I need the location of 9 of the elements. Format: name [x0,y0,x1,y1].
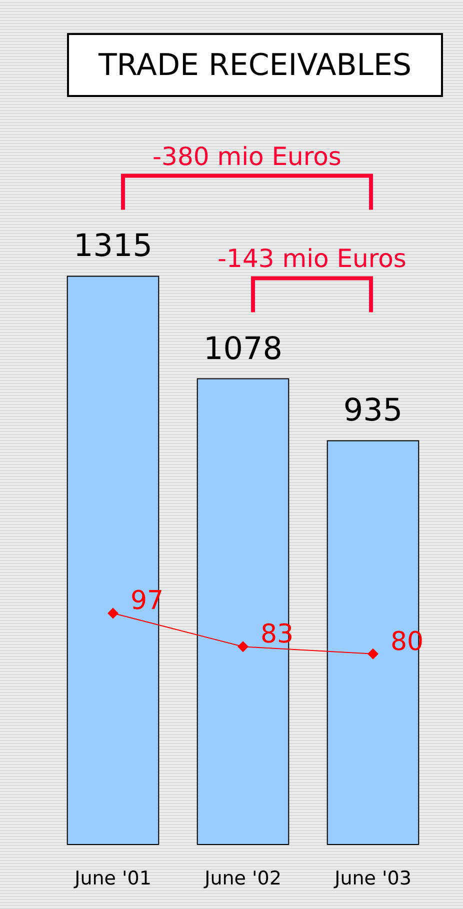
x-tick-label: June '03 [334,868,412,890]
x-tick-label: June '01 [74,868,152,890]
data-label: 1315 [74,228,152,264]
chart-title: TRADE RECEIVABLES [67,33,443,97]
x-tick-label: June '02 [204,868,282,890]
text: -143 mio Euros [218,244,406,274]
text: -380 mio Euros [152,142,342,171]
data-label: 935 [343,392,403,429]
data-label: 1078 [204,330,282,367]
